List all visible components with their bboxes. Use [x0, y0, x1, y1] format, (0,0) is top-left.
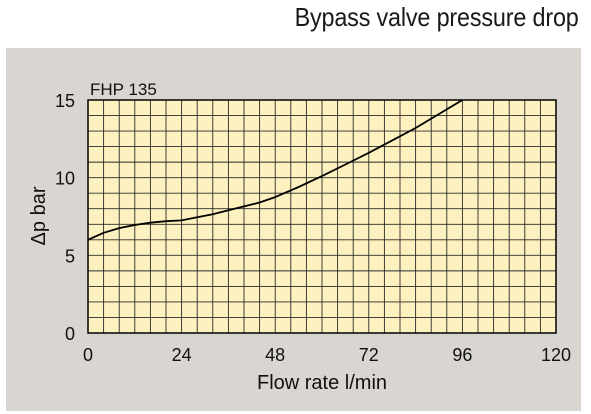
chart-annotation: FHP 135: [90, 80, 157, 99]
y-tick-labels: 0 5 10 15: [55, 91, 75, 344]
x-tick-label: 72: [359, 345, 379, 365]
series-line: [87, 99, 463, 241]
y-tick-label: 5: [65, 246, 75, 266]
plot-border: [87, 99, 557, 334]
x-tick-label: 0: [83, 345, 93, 365]
x-tick-label: 120: [541, 345, 571, 365]
y-tick-label: 15: [55, 91, 75, 111]
x-tick-label: 48: [265, 345, 285, 365]
x-tick-label: 96: [452, 345, 472, 365]
y-axis-label: Δp bar: [28, 186, 50, 245]
x-axis-label: Flow rate l/min: [257, 372, 387, 394]
grid-lines: [88, 100, 556, 333]
y-tick-label: 10: [55, 169, 75, 189]
x-tick-labels: 0 24 48 72 96 120: [83, 345, 571, 365]
page-title: Bypass valve pressure drop: [294, 2, 579, 32]
x-tick-label: 24: [172, 345, 192, 365]
y-tick-label: 0: [65, 324, 75, 344]
